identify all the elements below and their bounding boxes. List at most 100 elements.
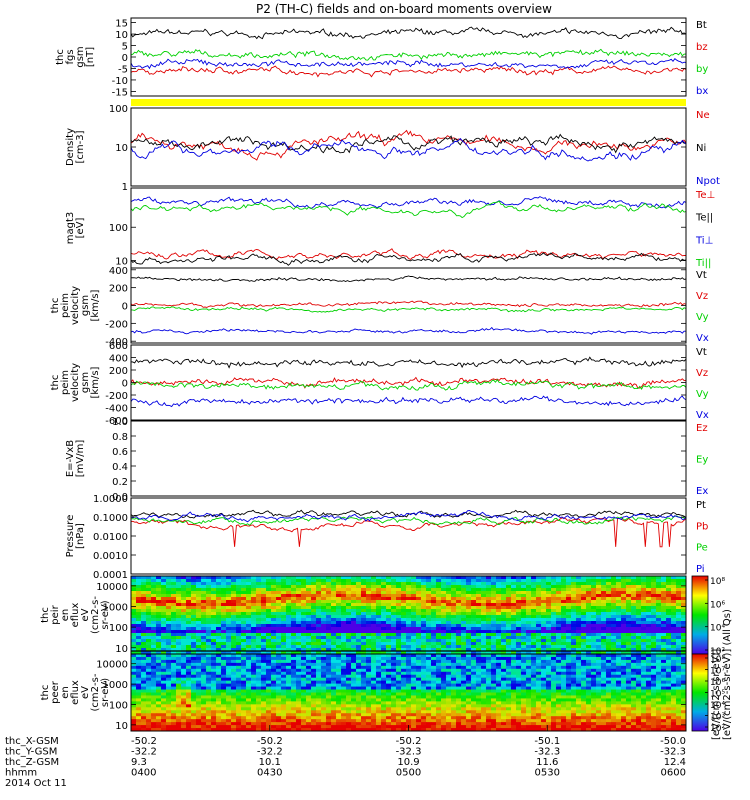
y-axis-label: sr-eV): [100, 678, 111, 707]
colorbar-peir: [691, 575, 709, 655]
lines-density: [131, 129, 686, 162]
y-axis-label: Pressure: [65, 515, 76, 558]
series-bx: [131, 57, 686, 70]
series-Pt: [131, 509, 686, 519]
y-axis-label: en: [60, 686, 71, 699]
y-axis-label: eV: [80, 686, 91, 699]
y-axis-label: thc: [55, 49, 66, 65]
legend-Npot: Npot: [696, 176, 720, 187]
legend-Pe: Pe: [696, 543, 708, 554]
y-axis-label: [mV/m]: [75, 440, 86, 478]
y-tick-label: 10: [115, 30, 128, 41]
colorbar-tick: 10⁶: [710, 678, 725, 688]
series-Te⊥: [131, 248, 686, 261]
y-axis-label: (cm2-s-: [90, 596, 101, 634]
x-tick-value: -32.3: [660, 747, 686, 758]
y-tick-label: 0.1000: [93, 513, 128, 524]
x-tick-value: 0400: [131, 768, 156, 779]
x-row-label: hhmm: [5, 768, 37, 779]
x-tick-value: -32.3: [396, 747, 422, 758]
x-tick-value: 10.1: [259, 757, 281, 768]
series-Vt: [131, 356, 686, 369]
legend-Ne: Ne: [696, 110, 710, 121]
y-tick-label: 200: [109, 284, 128, 295]
y-axis-label: eflux: [70, 680, 81, 705]
colorbar-tick: 10⁷: [710, 667, 725, 677]
y-axis-label: peim: [60, 370, 71, 395]
y-tick-label: 1000: [103, 602, 128, 613]
series-Npot: [131, 137, 686, 162]
y-axis-label: eflux: [70, 603, 81, 628]
y-tick-label: -400: [105, 404, 128, 415]
y-axis-label: fgs: [65, 49, 76, 64]
series-Te||: [131, 252, 686, 266]
x-tick-value: 12.4: [664, 757, 686, 768]
panel-density: 100 10 1 Density [cm-3] Ne Ni Npot: [65, 104, 720, 193]
y-tick-label: 10: [115, 721, 128, 732]
panel-temp: 100 10 magt3 [eV] Te⊥ Te|| Ti⊥ Ti||: [65, 187, 715, 269]
y-axis-label: velocity: [70, 363, 81, 402]
lines-temp: [131, 196, 686, 266]
y-axis-label: velocity: [70, 286, 81, 325]
y-tick-label: -5: [118, 64, 128, 75]
colorbar-tick: 10²: [710, 724, 725, 734]
y-tick-label: 100: [109, 700, 128, 711]
y-axis-label: peim: [60, 293, 71, 318]
legend-Ni: Ni: [696, 143, 706, 154]
y-tick-label: 10: [115, 257, 128, 268]
y-tick-label: 0.6: [112, 447, 128, 458]
y-axis-label: gsm: [80, 295, 91, 316]
legend-Pi: Pi: [696, 564, 705, 575]
y-axis-label: [nPa]: [75, 523, 86, 549]
series-Pi: [131, 510, 686, 523]
y-tick-label: 1.0000: [93, 494, 128, 505]
x-tick-value: 9.3: [131, 757, 147, 768]
series-Vy: [131, 379, 686, 391]
y-tick-label: 0.0: [112, 492, 128, 503]
x-row-label: thc_Z-GSM: [5, 757, 59, 768]
colorbar-tick: 10⁴: [710, 624, 725, 634]
legend-Te⊥: Te⊥: [695, 190, 715, 201]
y-tick-label: -200: [105, 319, 128, 330]
y-axis-label: [km/s]: [90, 289, 101, 321]
panel-vel_esa: 400 200 0 -200 -400 thc peim velocity gsm [km/s] V…: [50, 266, 709, 348]
colorbar-tick: 10⁸: [710, 577, 725, 587]
x-tick-value: -32.2: [257, 747, 283, 758]
series-Vz: [131, 376, 686, 389]
y-axis-label: peer: [50, 680, 61, 704]
y-axis-label: [eV]: [75, 218, 86, 239]
y-axis-label: en: [60, 609, 71, 622]
y-tick-label: 0.0001: [93, 570, 128, 581]
series-Vx: [131, 395, 686, 408]
y-axis-label: E=-VxB: [65, 440, 76, 477]
legend-Pt: Pt: [696, 500, 706, 511]
y-axis-label: gsm: [80, 372, 91, 393]
colorbar-tick: 10²: [710, 647, 725, 657]
legend-Vz: Vz: [696, 291, 708, 302]
x-tick-value: 0500: [396, 768, 421, 779]
x-tick-value: -50.2: [396, 736, 422, 747]
y-axis-label: [km/s]: [90, 366, 101, 398]
y-tick-label: -10: [112, 76, 128, 87]
x-tick-value: 11.6: [536, 757, 558, 768]
y-tick-label: -600: [105, 416, 128, 427]
legend-Ti⊥: Ti⊥: [695, 235, 713, 246]
y-tick-label: -400: [105, 337, 128, 348]
series-Vx: [131, 326, 686, 335]
y-tick-label: 0.0100: [93, 532, 128, 543]
y-tick-label: 0: [122, 53, 128, 64]
y-tick-label: 100: [109, 623, 128, 634]
y-axis-label: Density: [65, 128, 76, 166]
legend-Vy: Vy: [696, 389, 709, 400]
x-tick-value: -32.2: [131, 747, 157, 758]
series-Ni: [131, 133, 686, 154]
series-Ti||: [131, 200, 686, 219]
legend-Vt: Vt: [696, 347, 707, 358]
colorbar-tick: 10⁵: [710, 690, 725, 700]
series-Ne: [131, 129, 686, 161]
legend-Vz: Vz: [696, 368, 708, 379]
y-axis-label: eV: [80, 608, 91, 621]
y-tick-label: 0: [122, 302, 128, 313]
